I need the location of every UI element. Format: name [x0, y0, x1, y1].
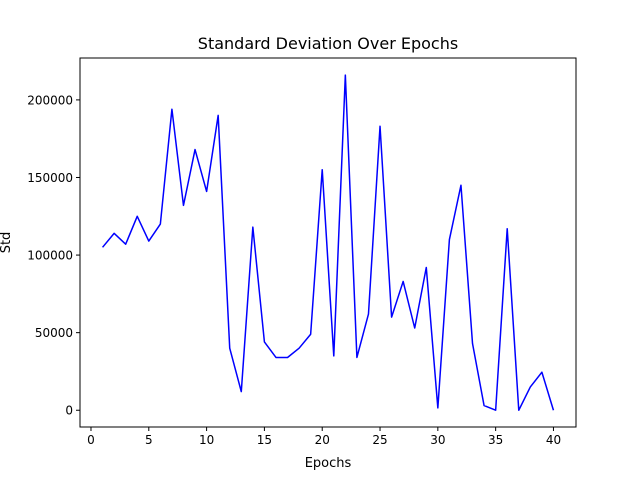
x-tick-label: 25	[372, 433, 387, 447]
y-tick-label: 150000	[27, 171, 73, 185]
chart-title: Standard Deviation Over Epochs	[198, 34, 458, 53]
y-axis-label: Std	[0, 232, 14, 254]
x-tick-label: 15	[257, 433, 272, 447]
series-line-0	[101, 74, 555, 411]
x-axis-label: Epochs	[305, 456, 352, 471]
y-tick-label: 200000	[27, 93, 73, 107]
y-tick-label: 100000	[27, 249, 73, 263]
x-axis-ticks: 0 5 10 15 20 25 30 35 40	[87, 427, 561, 447]
plot-area	[101, 74, 555, 411]
x-tick-label: 20	[315, 433, 330, 447]
x-tick-label: 40	[546, 433, 561, 447]
x-tick-label: 0	[87, 433, 95, 447]
x-tick-label: 30	[430, 433, 445, 447]
x-tick-label: 10	[199, 433, 214, 447]
x-tick-label: 5	[145, 433, 153, 447]
y-axis-ticks: 0 50000 100000 150000 200000	[27, 93, 80, 418]
axes-frame	[79, 57, 577, 428]
y-tick-label: 50000	[35, 326, 73, 340]
y-tick-label: 0	[65, 404, 73, 418]
x-tick-label: 35	[488, 433, 503, 447]
